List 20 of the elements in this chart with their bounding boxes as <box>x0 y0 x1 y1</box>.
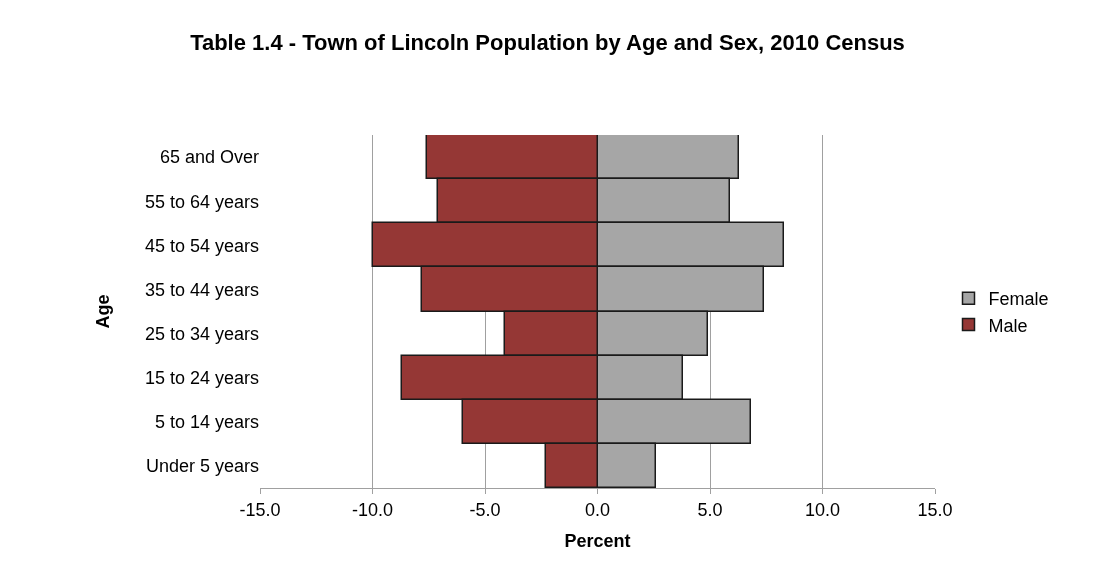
x-tick-label: 15.0 <box>917 499 953 520</box>
y-tick-label: 55 to 64 years <box>144 191 259 212</box>
y-tick-label: 65 and Over <box>159 147 259 168</box>
x-tick-label: 0.0 <box>584 499 611 520</box>
legend-label: Male <box>988 315 1028 336</box>
y-axis-title: Age <box>93 294 114 329</box>
y-tick-label: Under 5 years <box>145 456 259 477</box>
x-tick-label: -10.0 <box>351 499 394 520</box>
y-tick-label: 25 to 34 years <box>144 323 259 344</box>
x-tick-label: -5.0 <box>469 499 501 520</box>
x-tick-label: 10.0 <box>804 499 841 520</box>
legend-label: Female <box>988 289 1049 310</box>
y-tick-label: 45 to 54 years <box>144 235 259 256</box>
chart-title: Table 1.4 - Town of Lincoln Population by Age and Sex, 2010 Census <box>190 30 905 56</box>
y-tick-label: 35 to 44 years <box>144 279 259 300</box>
x-tick-label: -15.0 <box>239 499 281 520</box>
x-tick-label: 5.0 <box>697 499 723 520</box>
y-tick-label: 5 to 14 years <box>154 412 259 433</box>
x-axis-title: Percent <box>564 530 631 551</box>
y-tick-label: 15 to 24 years <box>144 367 259 388</box>
